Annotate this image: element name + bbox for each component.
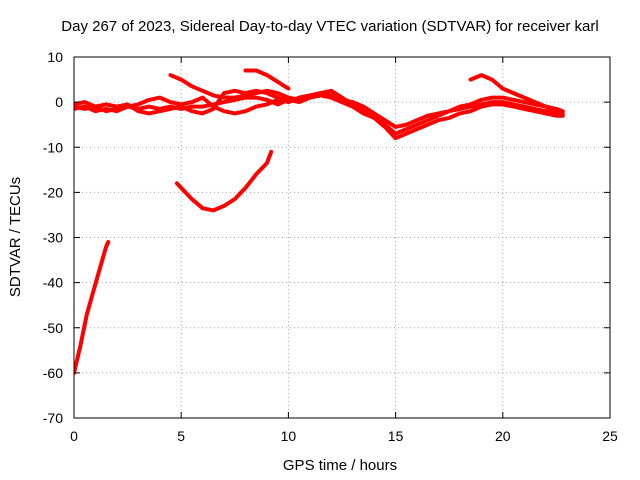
series-line-arc-upper [168, 73, 323, 102]
series-line-dip-curve [174, 149, 274, 213]
x-tick-label: 15 [388, 428, 404, 444]
axis-ticks: 0 5 10 15 20 25 -70 -60 -50 -40 -30 -20 -10 0 10 [43, 49, 618, 444]
y-tick-label: -70 [43, 410, 63, 426]
y-tick-label: -20 [43, 184, 63, 200]
series-line-early-ramp [74, 240, 111, 375]
x-tick-label: 20 [495, 428, 511, 444]
x-axis-title: GPS time / hours [283, 457, 397, 474]
series-line-arc-right [468, 73, 559, 114]
x-tick-label: 10 [281, 428, 297, 444]
y-tick-label: -50 [43, 320, 63, 336]
x-tick-label: 25 [602, 428, 618, 444]
y-tick-label: 10 [47, 49, 63, 65]
series-line-arc-top [243, 68, 291, 91]
y-axis-title: SDTVAR / TECUs [7, 177, 24, 297]
x-tick-label: 0 [70, 428, 78, 444]
y-tick-label: -10 [43, 139, 63, 155]
y-tick-label: -60 [43, 365, 63, 381]
y-tick-label: -40 [43, 275, 63, 291]
chart-title: Day 267 of 2023, Sidereal Day-to-day VTE… [61, 18, 598, 35]
data-series-group [74, 68, 565, 375]
y-tick-label: -30 [43, 230, 63, 246]
x-tick-label: 5 [177, 428, 185, 444]
y-tick-label: 0 [55, 94, 63, 110]
series-line-baseline-b [74, 88, 565, 136]
